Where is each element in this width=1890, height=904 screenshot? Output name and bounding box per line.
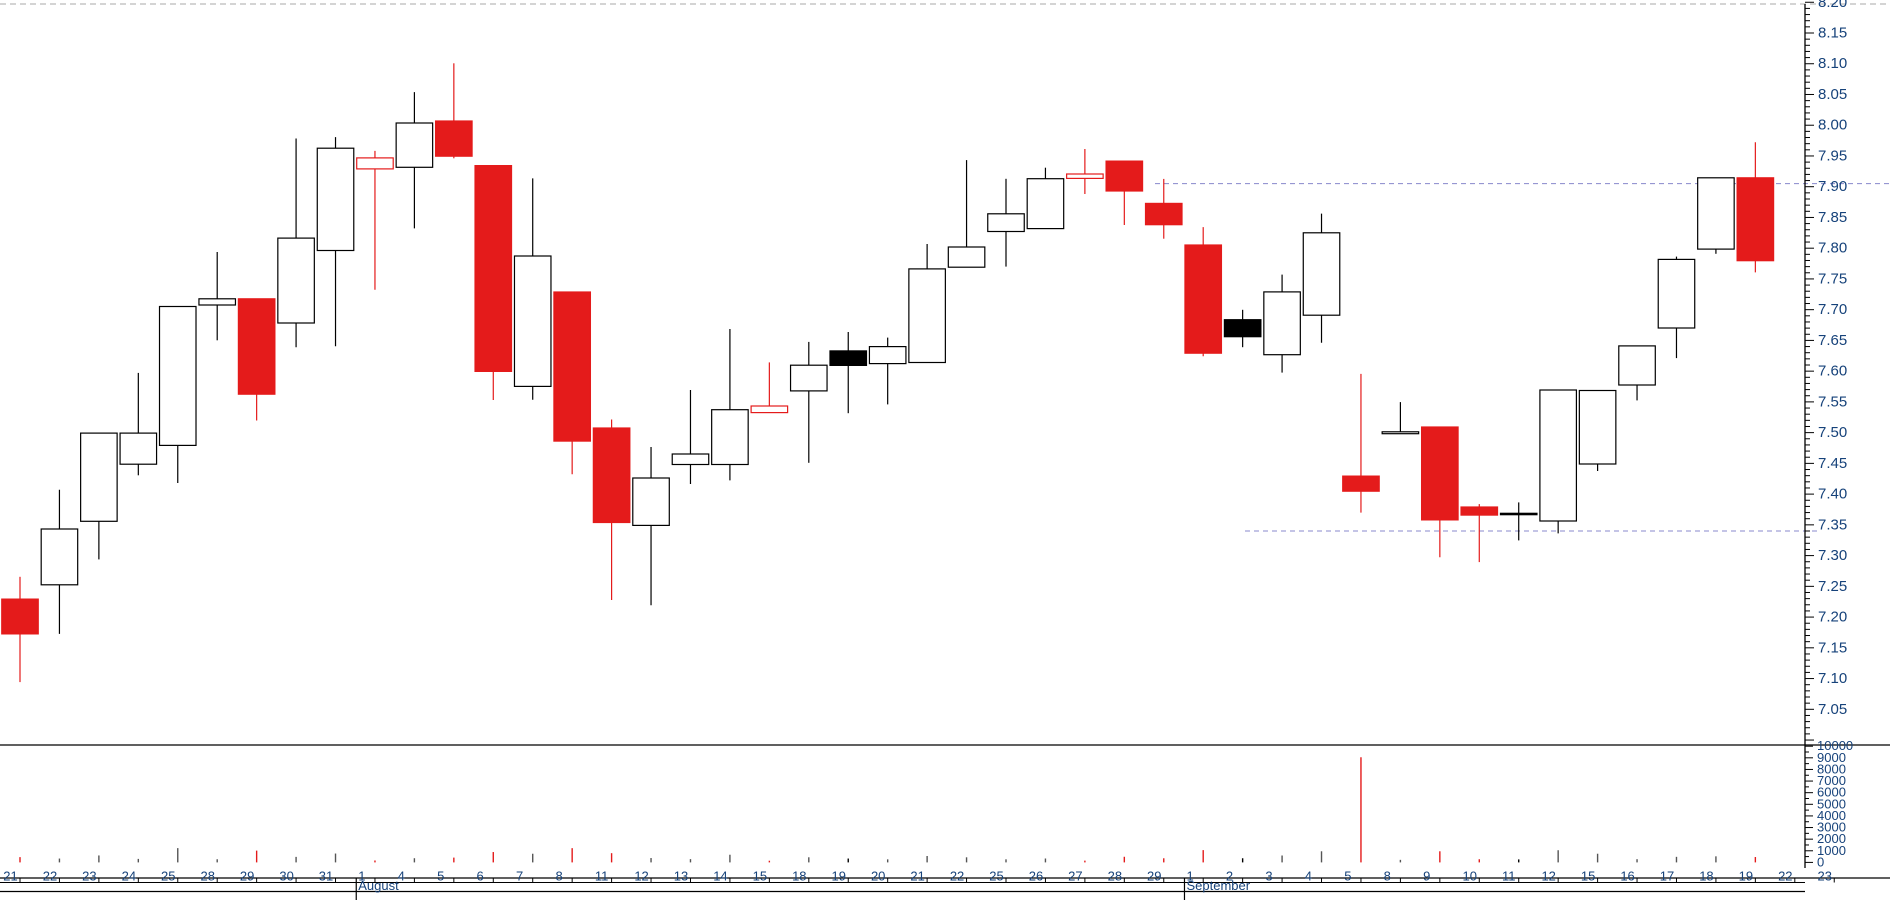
svg-text:10000: 10000 [1817, 738, 1853, 753]
svg-text:15: 15 [1581, 869, 1595, 884]
svg-text:28: 28 [1108, 869, 1122, 884]
svg-text:9: 9 [1423, 869, 1430, 884]
svg-text:7.45: 7.45 [1818, 455, 1847, 472]
svg-text:7.85: 7.85 [1818, 209, 1847, 226]
svg-text:7.55: 7.55 [1818, 393, 1847, 410]
svg-text:27: 27 [1068, 869, 1082, 884]
svg-text:7: 7 [516, 869, 523, 884]
svg-text:11: 11 [1502, 869, 1516, 884]
svg-text:8.15: 8.15 [1818, 25, 1847, 42]
svg-text:8: 8 [555, 869, 562, 884]
svg-text:8.05: 8.05 [1818, 86, 1847, 103]
svg-text:5: 5 [1344, 869, 1351, 884]
svg-text:7.05: 7.05 [1818, 701, 1847, 718]
svg-text:4: 4 [398, 869, 405, 884]
svg-text:12: 12 [634, 869, 648, 884]
svg-text:18: 18 [1699, 869, 1713, 884]
svg-text:26: 26 [1029, 869, 1043, 884]
svg-text:7.75: 7.75 [1818, 270, 1847, 287]
svg-text:25: 25 [161, 869, 175, 884]
svg-text:3: 3 [1265, 869, 1272, 884]
svg-text:7.25: 7.25 [1818, 578, 1847, 595]
svg-text:7.10: 7.10 [1818, 670, 1847, 687]
svg-text:7.20: 7.20 [1818, 609, 1847, 626]
svg-text:7.50: 7.50 [1818, 424, 1847, 441]
svg-text:8.00: 8.00 [1818, 117, 1847, 134]
svg-text:19: 19 [832, 869, 846, 884]
svg-text:8.10: 8.10 [1818, 55, 1847, 72]
svg-text:18: 18 [792, 869, 806, 884]
svg-text:28: 28 [200, 869, 214, 884]
svg-text:8.20: 8.20 [1818, 0, 1847, 11]
svg-text:22: 22 [950, 869, 964, 884]
svg-text:23: 23 [1818, 869, 1832, 884]
svg-text:7.90: 7.90 [1818, 178, 1847, 195]
svg-text:10: 10 [1463, 869, 1477, 884]
svg-text:7.35: 7.35 [1818, 516, 1847, 533]
svg-text:7.60: 7.60 [1818, 363, 1847, 380]
svg-text:25: 25 [989, 869, 1003, 884]
svg-text:22: 22 [1778, 869, 1792, 884]
svg-text:22: 22 [43, 869, 57, 884]
svg-text:7.15: 7.15 [1818, 639, 1847, 656]
svg-text:21: 21 [910, 869, 924, 884]
svg-text:6: 6 [477, 869, 484, 884]
svg-text:7.70: 7.70 [1818, 301, 1847, 318]
svg-text:4: 4 [1305, 869, 1312, 884]
svg-text:24: 24 [122, 869, 136, 884]
svg-text:30: 30 [279, 869, 293, 884]
svg-text:15: 15 [753, 869, 767, 884]
svg-text:8: 8 [1384, 869, 1391, 884]
svg-text:14: 14 [713, 869, 727, 884]
svg-text:12: 12 [1541, 869, 1555, 884]
svg-text:19: 19 [1739, 869, 1753, 884]
svg-text:16: 16 [1620, 869, 1634, 884]
svg-text:September: September [1186, 878, 1250, 893]
svg-text:29: 29 [1147, 869, 1161, 884]
svg-text:31: 31 [319, 869, 333, 884]
svg-text:23: 23 [82, 869, 96, 884]
svg-text:7.40: 7.40 [1818, 486, 1847, 503]
svg-text:7.65: 7.65 [1818, 332, 1847, 349]
svg-text:11: 11 [595, 869, 609, 884]
svg-text:7.95: 7.95 [1818, 148, 1847, 165]
svg-text:21: 21 [3, 869, 17, 884]
svg-text:August: August [358, 878, 399, 893]
svg-text:20: 20 [871, 869, 885, 884]
svg-text:13: 13 [674, 869, 688, 884]
svg-text:7.80: 7.80 [1818, 240, 1847, 257]
svg-text:7.30: 7.30 [1818, 547, 1847, 564]
svg-text:5: 5 [437, 869, 444, 884]
svg-text:17: 17 [1660, 869, 1674, 884]
svg-text:29: 29 [240, 869, 254, 884]
